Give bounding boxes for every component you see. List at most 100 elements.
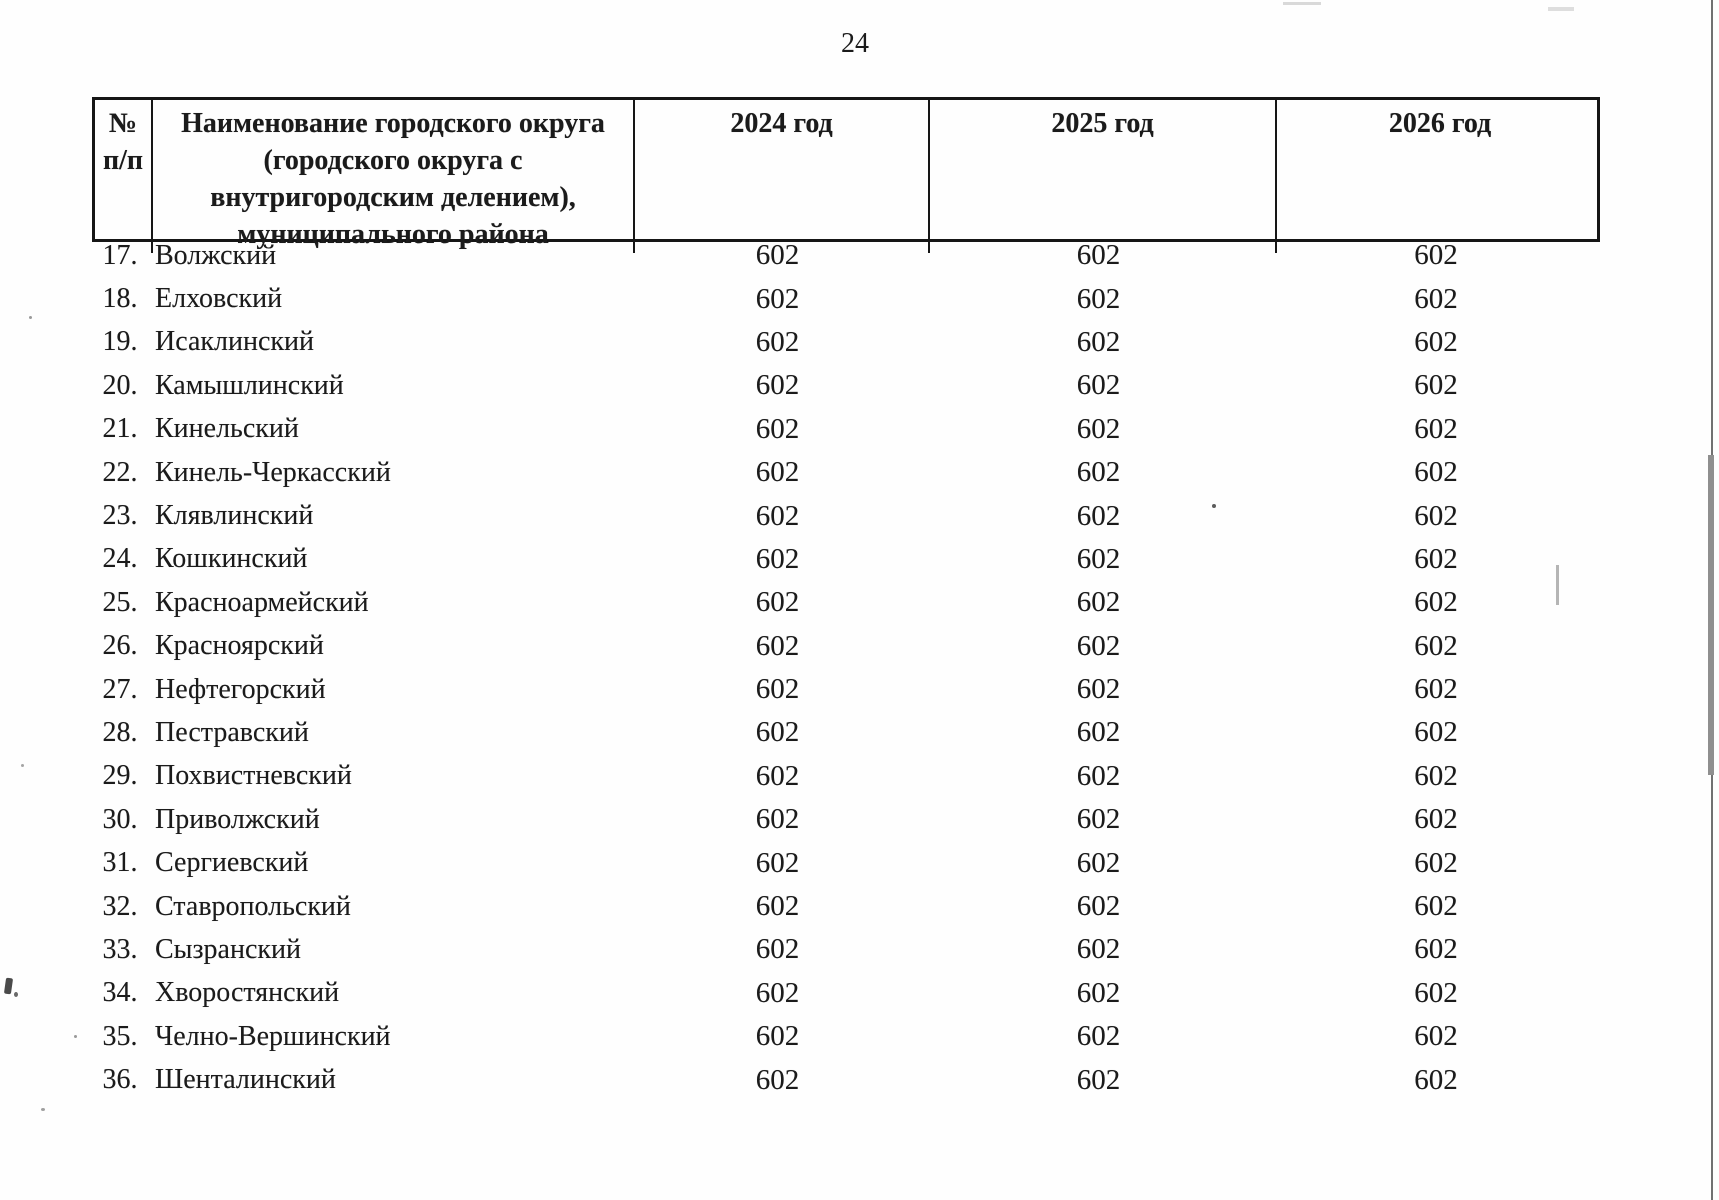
value-2025-cell: 602 (1076, 1020, 1121, 1053)
value-2025-cell: 602 (1076, 1063, 1121, 1096)
value-2026-cell: 602 (1414, 846, 1458, 879)
table-row: 34. Хворостянский 602 602 602 (92, 972, 1600, 1015)
header-cell-2025: 2025 год (928, 100, 1275, 253)
row-number-cell: 18. (102, 283, 138, 315)
table-row: 20. Камышлинский 602 602 602 (92, 364, 1600, 407)
row-number-cell: 21. (102, 413, 138, 445)
value-2025-cell: 602 (1076, 976, 1121, 1009)
district-name-cell: Сызранский (155, 933, 301, 965)
value-2025-cell: 602 (1076, 282, 1121, 315)
header-name-line1: Наименование городского округа (181, 108, 605, 139)
table-row: 31. Сергиевский 602 602 602 (92, 841, 1600, 884)
value-2025-cell: 602 (1076, 586, 1121, 619)
row-number-cell: 20. (102, 369, 138, 401)
row-number-cell: 23. (102, 500, 138, 532)
header-cell-2024: 2024 год (633, 100, 928, 253)
value-2025-cell: 602 (1076, 673, 1121, 706)
value-2026-cell: 602 (1414, 803, 1458, 836)
table-row: 24. Кошкинский 602 602 602 (92, 538, 1600, 581)
value-2024-cell: 602 (755, 369, 800, 402)
value-2025-cell: 602 (1076, 325, 1121, 358)
row-number-cell: 33. (102, 933, 138, 965)
table-row: 33. Сызранский 602 602 602 (92, 928, 1600, 971)
district-name-cell: Пестравский (155, 716, 309, 748)
row-number-cell: 17. (102, 239, 138, 271)
value-2024-cell: 602 (755, 1063, 800, 1096)
district-name-cell: Волжский (155, 239, 277, 271)
row-number-cell: 29. (102, 760, 138, 792)
value-2026-cell: 602 (1414, 325, 1458, 358)
value-2026-cell: 602 (1414, 716, 1458, 749)
scan-speck (41, 1108, 45, 1111)
page-number: 24 (841, 28, 869, 59)
value-2024-cell: 602 (755, 499, 800, 532)
district-name-cell: Похвистневский (155, 760, 352, 792)
district-name-cell: Кошкинский (155, 543, 308, 575)
value-2025-cell: 602 (1076, 846, 1121, 879)
header-number-line1: № (108, 108, 138, 139)
scan-speck (3, 977, 14, 995)
value-2024-cell: 602 (755, 412, 800, 445)
district-name-cell: Камышлинский (155, 369, 344, 401)
district-name-cell: Кинель-Черкасский (155, 456, 391, 488)
header-cell-district-name: Наименование городского округа (городско… (151, 100, 633, 253)
value-2025-cell: 602 (1076, 542, 1121, 575)
district-name-cell: Приволжский (155, 803, 320, 835)
table-row: 18. Елховский 602 602 602 (92, 277, 1600, 320)
row-number-cell: 34. (102, 977, 138, 1009)
scan-smudge (1548, 7, 1574, 11)
district-name-cell: Красноармейский (155, 586, 369, 618)
value-2024-cell: 602 (755, 586, 800, 619)
table-row: 27. Нефтегорский 602 602 602 (92, 668, 1600, 711)
value-2026-cell: 602 (1414, 976, 1458, 1009)
scan-speck (29, 316, 32, 319)
row-number-cell: 19. (102, 326, 138, 358)
table-row: 30. Приволжский 602 602 602 (92, 798, 1600, 841)
district-name-cell: Челно-Вершинский (155, 1020, 391, 1052)
value-2024-cell: 602 (755, 542, 800, 575)
value-2025-cell: 602 (1076, 716, 1121, 749)
district-name-cell: Сергиевский (155, 847, 309, 879)
row-number-cell: 36. (102, 1064, 138, 1096)
value-2025-cell: 602 (1076, 803, 1121, 836)
header-name-line3: внутригородским делением), (210, 182, 576, 213)
table-row: 29. Похвистневский 602 602 602 (92, 755, 1600, 798)
district-name-cell: Исаклинский (155, 326, 314, 358)
value-2024-cell: 602 (755, 976, 800, 1009)
value-2026-cell: 602 (1414, 673, 1458, 706)
district-name-cell: Хворостянский (155, 977, 340, 1009)
header-cell-2026: 2026 год (1275, 100, 1603, 253)
value-2024-cell: 602 (755, 239, 800, 272)
table-row: 35. Челно-Вершинский 602 602 602 (92, 1015, 1600, 1058)
value-2024-cell: 602 (755, 629, 800, 662)
header-name-line4: муниципального района (237, 219, 549, 250)
row-number-cell: 22. (102, 456, 138, 488)
value-2024-cell: 602 (755, 716, 800, 749)
value-2026-cell: 602 (1414, 239, 1458, 272)
district-name-cell: Елховский (155, 283, 283, 315)
value-2024-cell: 602 (755, 846, 800, 879)
table-row: 26. Красноярский 602 602 602 (92, 625, 1600, 668)
value-2026-cell: 602 (1414, 369, 1458, 402)
value-2024-cell: 602 (755, 1020, 800, 1053)
value-2024-cell: 602 (755, 803, 800, 836)
value-2026-cell: 602 (1414, 1020, 1458, 1053)
row-number-cell: 24. (102, 543, 138, 575)
header-name-line2: (городского округа с (263, 145, 523, 176)
value-2026-cell: 602 (1414, 456, 1458, 489)
row-number-cell: 35. (102, 1020, 138, 1052)
value-2025-cell: 602 (1076, 369, 1121, 402)
row-number-cell: 28. (102, 716, 138, 748)
row-number-cell: 26. (102, 630, 138, 662)
district-name-cell: Ставропольский (155, 890, 351, 922)
value-2025-cell: 602 (1076, 629, 1121, 662)
header-cell-number: № п/п (95, 100, 151, 253)
value-2024-cell: 602 (755, 456, 800, 489)
value-2026-cell: 602 (1414, 282, 1458, 315)
header-number-line2: п/п (102, 145, 144, 176)
value-2024-cell: 602 (755, 325, 800, 358)
value-2026-cell: 602 (1414, 1063, 1458, 1096)
value-2024-cell: 602 (755, 282, 800, 315)
table-row: 17. Волжский 602 602 602 (92, 234, 1600, 277)
